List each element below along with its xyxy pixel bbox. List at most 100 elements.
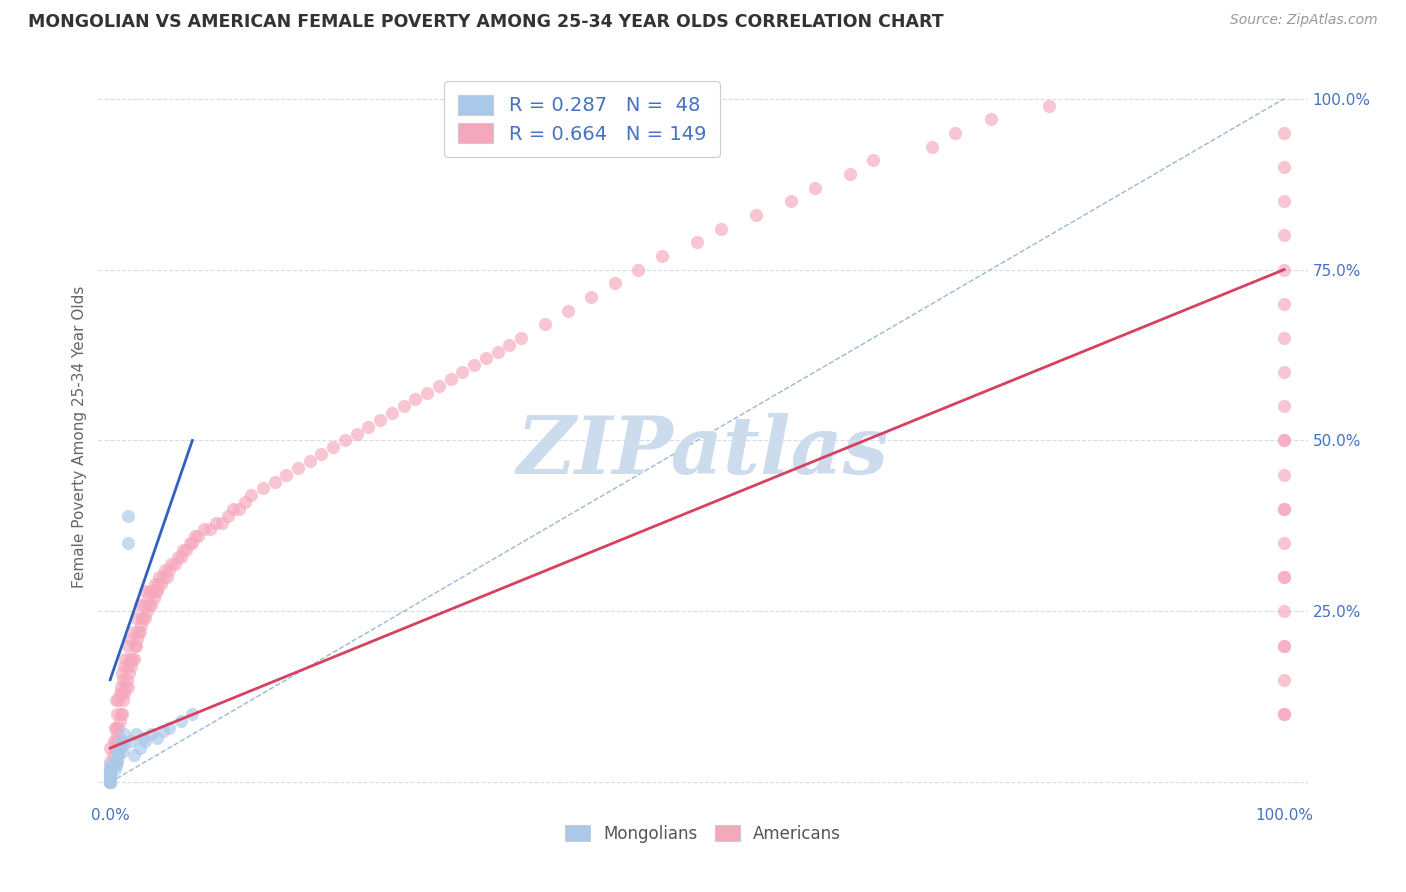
- Point: [1272, 501, 1295, 516]
- Point: [1272, 706, 1295, 721]
- Point: [122, 624, 145, 639]
- Point: [439, 372, 461, 386]
- Point: [198, 522, 221, 536]
- Point: [134, 583, 156, 598]
- Point: [1272, 262, 1295, 277]
- Point: [686, 235, 709, 250]
- Point: [163, 557, 186, 571]
- Point: [129, 618, 152, 632]
- Point: [143, 577, 166, 591]
- Point: [1272, 228, 1295, 243]
- Point: [101, 747, 124, 762]
- Point: [128, 624, 150, 639]
- Point: [486, 344, 509, 359]
- Point: [181, 536, 204, 550]
- Point: [127, 624, 149, 639]
- Point: [98, 772, 121, 786]
- Point: [128, 741, 150, 756]
- Point: [127, 632, 149, 646]
- Point: [111, 686, 134, 700]
- Point: [463, 359, 485, 373]
- Point: [131, 611, 153, 625]
- Point: [862, 153, 884, 168]
- Point: [104, 756, 127, 771]
- Point: [125, 639, 148, 653]
- Point: [651, 249, 673, 263]
- Text: MONGOLIAN VS AMERICAN FEMALE POVERTY AMONG 25-34 YEAR OLDS CORRELATION CHART: MONGOLIAN VS AMERICAN FEMALE POVERTY AMO…: [28, 13, 943, 31]
- Point: [193, 522, 215, 536]
- Point: [1272, 434, 1295, 448]
- Point: [211, 516, 233, 530]
- Point: [134, 598, 156, 612]
- Point: [98, 768, 121, 782]
- Point: [98, 775, 121, 789]
- Point: [111, 734, 134, 748]
- Point: [105, 693, 128, 707]
- Point: [112, 727, 135, 741]
- Point: [148, 570, 170, 584]
- Point: [118, 665, 141, 680]
- Point: [128, 598, 150, 612]
- Point: [124, 639, 146, 653]
- Point: [427, 379, 450, 393]
- Point: [1272, 673, 1295, 687]
- Point: [233, 495, 256, 509]
- Point: [1272, 570, 1295, 584]
- Point: [120, 632, 142, 646]
- Point: [179, 536, 201, 550]
- Point: [357, 420, 380, 434]
- Point: [112, 738, 135, 752]
- Point: [228, 501, 250, 516]
- Point: [187, 529, 209, 543]
- Point: [416, 385, 439, 400]
- Point: [276, 467, 298, 482]
- Point: [1272, 434, 1295, 448]
- Point: [945, 126, 967, 140]
- Point: [368, 413, 391, 427]
- Y-axis label: Female Poverty Among 25-34 Year Olds: Female Poverty Among 25-34 Year Olds: [72, 286, 87, 588]
- Point: [475, 351, 498, 366]
- Point: [287, 460, 309, 475]
- Point: [107, 747, 129, 762]
- Point: [169, 549, 191, 564]
- Point: [98, 762, 121, 776]
- Point: [111, 706, 134, 721]
- Point: [1272, 365, 1295, 379]
- Point: [112, 686, 135, 700]
- Point: [510, 331, 533, 345]
- Point: [1272, 570, 1295, 584]
- Point: [627, 262, 650, 277]
- Point: [1272, 536, 1295, 550]
- Point: [98, 770, 121, 784]
- Text: ZIPatlas: ZIPatlas: [517, 413, 889, 491]
- Point: [160, 557, 183, 571]
- Point: [404, 392, 426, 407]
- Point: [110, 706, 132, 721]
- Point: [710, 221, 733, 235]
- Point: [1272, 400, 1295, 414]
- Point: [110, 680, 132, 694]
- Point: [98, 758, 121, 772]
- Point: [121, 652, 143, 666]
- Point: [117, 659, 139, 673]
- Point: [141, 598, 163, 612]
- Point: [105, 727, 128, 741]
- Point: [1272, 126, 1295, 140]
- Point: [110, 738, 132, 752]
- Point: [145, 583, 167, 598]
- Point: [111, 665, 134, 680]
- Point: [120, 652, 142, 666]
- Point: [142, 591, 165, 605]
- Point: [103, 734, 125, 748]
- Point: [108, 686, 131, 700]
- Point: [141, 583, 163, 598]
- Point: [172, 542, 194, 557]
- Point: [169, 714, 191, 728]
- Point: [98, 765, 121, 780]
- Point: [105, 751, 128, 765]
- Point: [120, 734, 142, 748]
- Point: [98, 772, 121, 787]
- Point: [132, 611, 155, 625]
- Point: [125, 611, 148, 625]
- Point: [125, 727, 148, 741]
